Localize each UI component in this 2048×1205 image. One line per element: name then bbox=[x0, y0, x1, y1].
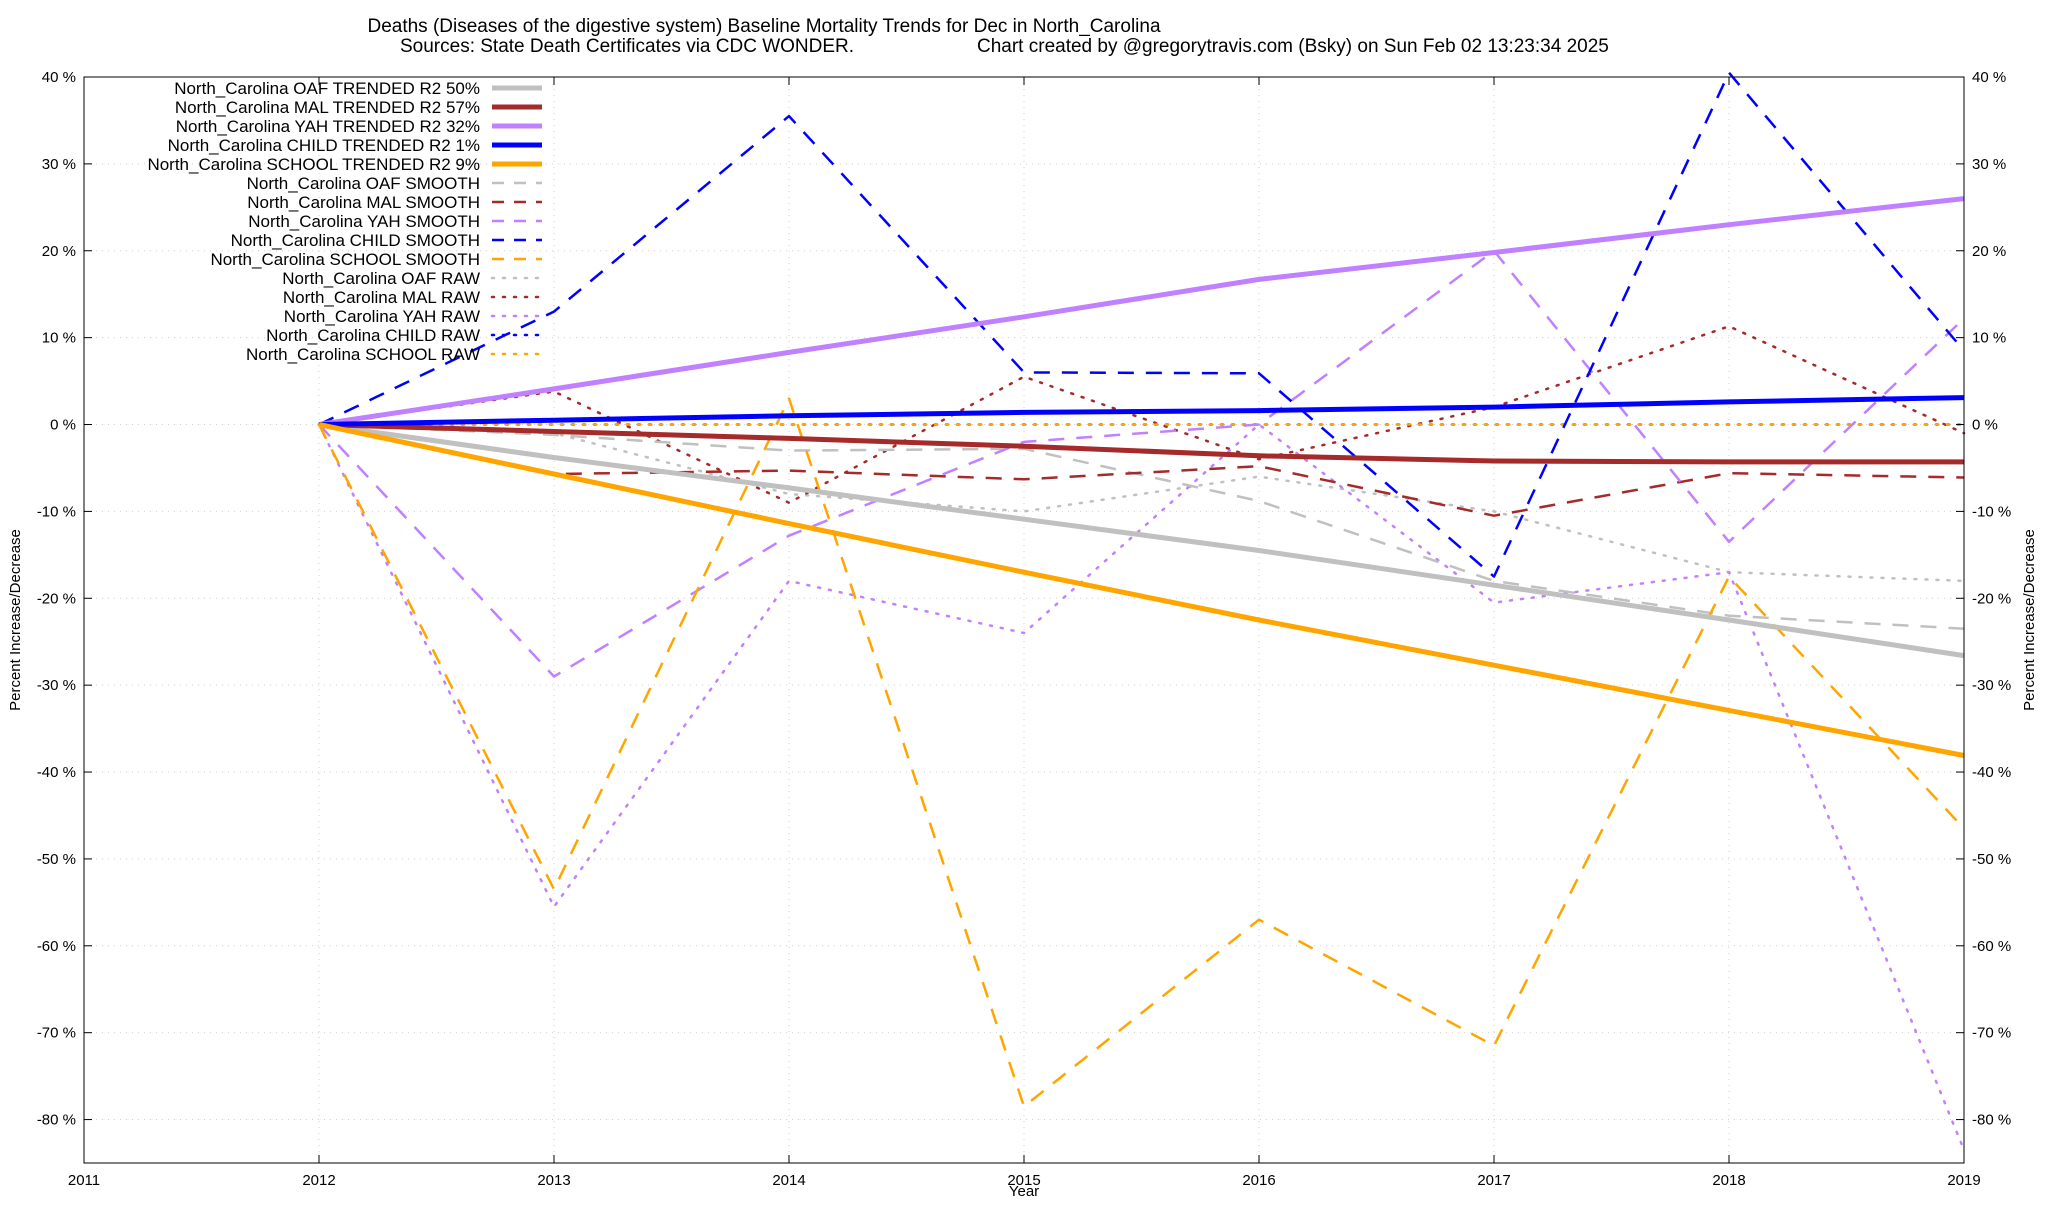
series-line-trend-0 bbox=[318, 422, 1965, 659]
x-tick-label: 2018 bbox=[1712, 1172, 1745, 1189]
y-tick-label-left: 40 % bbox=[42, 69, 76, 86]
x-tick-label: 2012 bbox=[302, 1172, 335, 1189]
y-tick-label-right: 40 % bbox=[1972, 69, 2006, 86]
y-tick-label-right: 10 % bbox=[1972, 330, 2006, 347]
y-tick-label-left: -80 % bbox=[37, 1112, 76, 1129]
y-tick-label-right: -10 % bbox=[1972, 503, 2011, 520]
y-tick-label-right: -30 % bbox=[1972, 677, 2011, 694]
y-tick-label-right: -60 % bbox=[1972, 938, 2011, 955]
plot-lines bbox=[317, 71, 1966, 1152]
y-axis-label-left: Percent Increase/Decrease bbox=[7, 529, 24, 711]
legend: North_Carolina OAF TRENDED R2 50%North_C… bbox=[147, 79, 544, 364]
legend-label: North_Carolina SCHOOL SMOOTH bbox=[210, 250, 480, 269]
legend-label: North_Carolina OAF RAW bbox=[282, 269, 480, 288]
y-tick-label-left: -10 % bbox=[37, 503, 76, 520]
legend-label: North_Carolina YAH RAW bbox=[284, 307, 480, 326]
legend-label: North_Carolina SCHOOL RAW bbox=[246, 345, 480, 364]
x-tick-label: 2011 bbox=[68, 1172, 100, 1189]
y-tick-label-left: 30 % bbox=[42, 156, 76, 173]
y-tick-label-right: -80 % bbox=[1972, 1112, 2011, 1129]
y-tick-label-left: 0 % bbox=[50, 417, 76, 434]
y-tick-label-left: -20 % bbox=[37, 590, 76, 607]
y-tick-label-left: -40 % bbox=[37, 764, 76, 781]
y-tick-label-left: 20 % bbox=[42, 243, 76, 260]
y-tick-label-right: 20 % bbox=[1972, 243, 2006, 260]
series-line-smooth-6 bbox=[318, 423, 1965, 517]
series-line-trend-2 bbox=[318, 196, 1965, 427]
series-line-trend-4 bbox=[318, 422, 1965, 758]
series-line-smooth-5 bbox=[318, 423, 1965, 630]
legend-label: North_Carolina YAH SMOOTH bbox=[248, 212, 480, 231]
legend-label: North_Carolina MAL SMOOTH bbox=[247, 193, 480, 212]
legend-label: North_Carolina OAF TRENDED R2 50% bbox=[174, 79, 480, 98]
y-tick-label-right: -40 % bbox=[1972, 764, 2011, 781]
y-axis-ticks: 40 % 40 % 30 % 30 % 20 % 20 % 10 % 10 % 0 % 0 % -1… bbox=[37, 69, 2011, 1129]
series-line-smooth-9 bbox=[317, 397, 1965, 1108]
y-tick-label-right: -70 % bbox=[1972, 1025, 2011, 1042]
y-tick-label-left: -70 % bbox=[37, 1025, 76, 1042]
legend-label: North_Carolina MAL TRENDED R2 57% bbox=[175, 98, 480, 117]
legend-label: North_Carolina MAL RAW bbox=[283, 288, 480, 307]
series-line-trend-3 bbox=[318, 395, 1965, 427]
y-tick-label-left: 10 % bbox=[42, 330, 76, 347]
series-line-trend-1 bbox=[318, 422, 1964, 465]
series-line-raw-10 bbox=[317, 423, 1966, 583]
y-tick-label-left: -50 % bbox=[37, 851, 76, 868]
series-line-smooth-8 bbox=[318, 71, 1965, 578]
x-tick-label: 2014 bbox=[772, 1172, 805, 1189]
legend-label: North_Carolina CHILD SMOOTH bbox=[231, 231, 480, 250]
x-axis-label: Year bbox=[1009, 1183, 1039, 1200]
legend-label: North_Carolina YAH TRENDED R2 32% bbox=[176, 117, 480, 136]
y-tick-label-left: -60 % bbox=[37, 938, 76, 955]
x-tick-label: 2016 bbox=[1242, 1172, 1275, 1189]
x-tick-label: 2015 bbox=[1007, 1172, 1040, 1189]
series-line-smooth-7 bbox=[318, 249, 1965, 678]
y-tick-label-right: -50 % bbox=[1972, 851, 2011, 868]
y-tick-label-right: -20 % bbox=[1972, 590, 2011, 607]
x-tick-label: 2013 bbox=[537, 1172, 570, 1189]
legend-label: North_Carolina CHILD RAW bbox=[266, 326, 480, 345]
y-tick-label-right: 0 % bbox=[1972, 417, 1998, 434]
y-tick-label-left: -30 % bbox=[37, 677, 76, 694]
legend-label: North_Carolina OAF SMOOTH bbox=[247, 174, 480, 193]
chart-title: Deaths (Diseases of the digestive system… bbox=[367, 16, 1160, 37]
legend-label: North_Carolina SCHOOL TRENDED R2 9% bbox=[147, 155, 480, 174]
x-axis-ticks: 2011 2012 2013 2014 2015 2016 2017 2018 2019 bbox=[68, 77, 1981, 1189]
x-tick-label: 2019 bbox=[1947, 1172, 1980, 1189]
chart-sources: Sources: State Death Certificates via CD… bbox=[400, 36, 854, 57]
legend-label: North_Carolina CHILD TRENDED R2 1% bbox=[168, 136, 480, 155]
x-tick-label: 2017 bbox=[1477, 1172, 1510, 1189]
chart-credit: Chart created by @gregorytravis.com (Bsk… bbox=[977, 36, 1609, 57]
y-axis-label-right: Percent Increase/Decrease bbox=[2021, 529, 2038, 711]
y-tick-label-right: 30 % bbox=[1972, 156, 2006, 173]
